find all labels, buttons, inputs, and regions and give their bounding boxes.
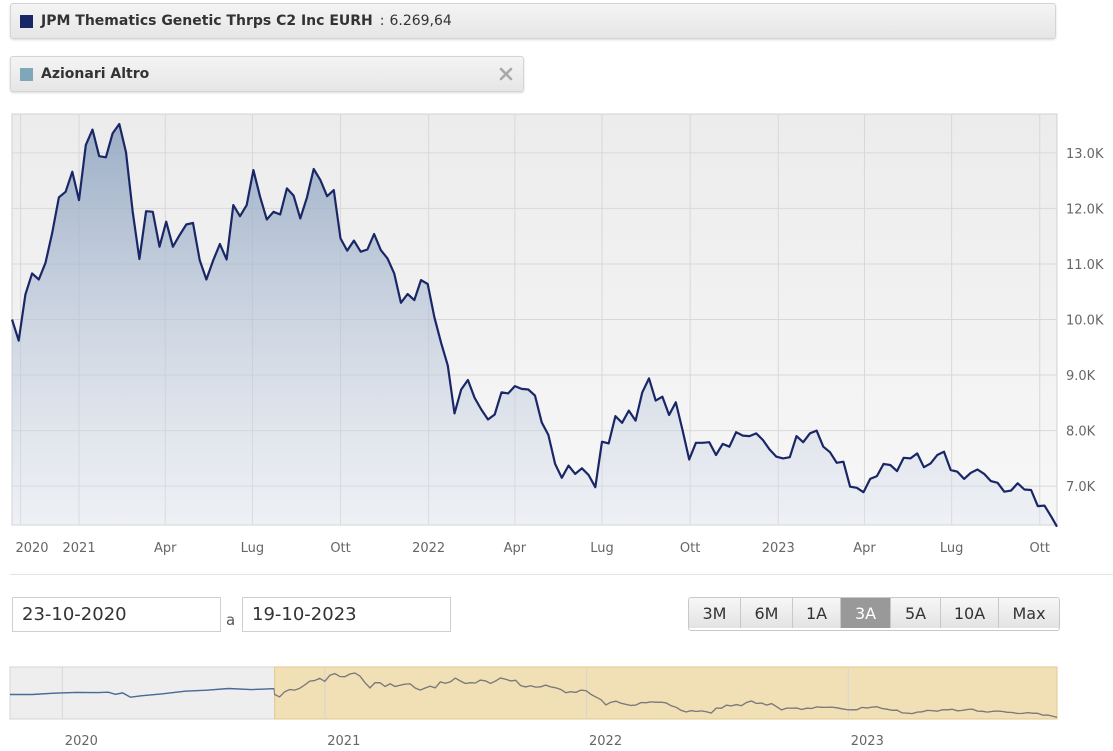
end-date-input[interactable] xyxy=(242,597,451,632)
y-tick-label: 8.0K xyxy=(1066,425,1096,440)
x-tick-label: Apr xyxy=(504,541,527,556)
x-tick-label: Lug xyxy=(241,541,265,556)
range-button-6m[interactable]: 6M xyxy=(741,598,793,628)
x-tick-label: 2023 xyxy=(762,541,795,556)
x-tick-label: Ott xyxy=(1030,541,1050,556)
range-button-3m[interactable]: 3M xyxy=(689,598,741,628)
price-chart[interactable]: 7.0K 8.0K 9.0K 10.0K 11.0K 12.0K 13.0K 2020 2021… xyxy=(0,105,1113,565)
navigator-tick-label: 2023 xyxy=(851,734,884,749)
range-navigator[interactable]: 2020 2021 2022 2023 xyxy=(0,660,1113,751)
category-name: Azionari Altro xyxy=(41,66,150,82)
y-tick-label: 9.0K xyxy=(1066,369,1096,384)
series-color-swatch xyxy=(20,14,33,28)
y-tick-label: 7.0K xyxy=(1066,480,1096,495)
y-tick-label: 11.0K xyxy=(1066,258,1104,273)
range-button-5a[interactable]: 5A xyxy=(891,598,941,628)
date-range-separator: a xyxy=(226,611,236,629)
x-tick-label: Apr xyxy=(853,541,876,556)
x-tick-label: Apr xyxy=(154,541,177,556)
chart-divider xyxy=(10,574,1113,575)
series-line xyxy=(10,122,1058,528)
range-selector: 3M 6M 1A 3A 5A 10A Max xyxy=(688,597,1060,631)
start-date-input[interactable] xyxy=(12,597,221,632)
navigator-tick-label: 2022 xyxy=(589,734,622,749)
series-area-fill xyxy=(12,124,1057,527)
x-tick-label: Ott xyxy=(330,541,350,556)
series-legend-fund[interactable]: JPM Thematics Genetic Thrps C2 Inc EURH … xyxy=(10,3,1056,39)
category-legend[interactable]: Azionari Altro xyxy=(10,56,524,92)
y-tick-label: 10.0K xyxy=(1066,314,1104,329)
navigator-selected-line xyxy=(274,672,1058,718)
x-tick-label: Lug xyxy=(940,541,964,556)
navigator-tick-label: 2020 xyxy=(65,734,98,749)
x-tick-label: 2022 xyxy=(412,541,445,556)
y-tick-label: 13.0K xyxy=(1066,147,1104,162)
range-button-10a[interactable]: 10A xyxy=(941,598,999,628)
x-tick-label: 2020 xyxy=(15,541,48,556)
y-tick-label: 12.0K xyxy=(1066,202,1104,217)
remove-category-button[interactable] xyxy=(497,65,515,83)
series-value-separator: : xyxy=(379,13,385,29)
x-tick-label: Lug xyxy=(590,541,614,556)
range-button-1a[interactable]: 1A xyxy=(793,598,841,628)
navigator-tick-label: 2021 xyxy=(327,734,360,749)
range-button-3a[interactable]: 3A xyxy=(841,598,891,628)
range-button-max[interactable]: Max xyxy=(999,598,1059,628)
series-name: JPM Thematics Genetic Thrps C2 Inc EURH xyxy=(41,13,373,29)
navigator-history-line xyxy=(10,687,274,698)
close-icon xyxy=(499,67,513,81)
x-tick-label: Ott xyxy=(680,541,700,556)
x-tick-label: 2021 xyxy=(63,541,96,556)
series-last-value: 6.269,64 xyxy=(389,13,452,29)
category-color-swatch xyxy=(20,67,33,81)
